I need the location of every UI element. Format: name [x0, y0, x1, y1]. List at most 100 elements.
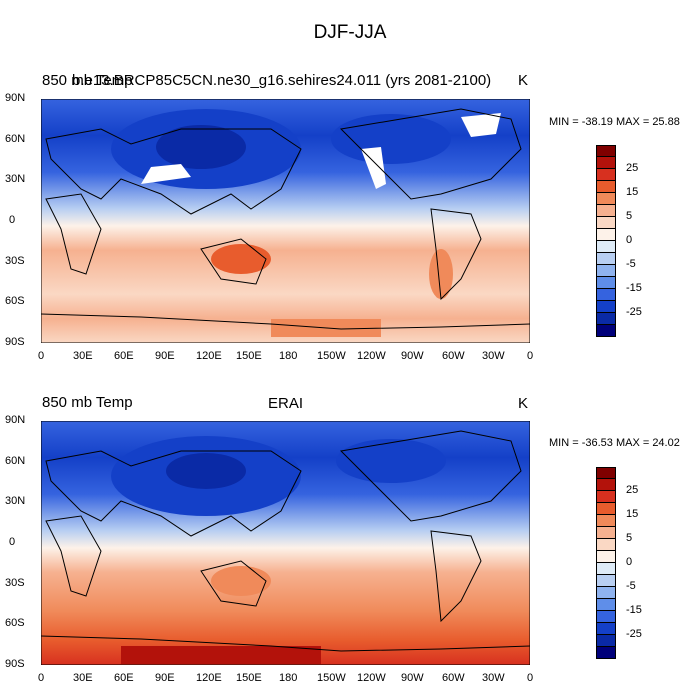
lat-label: 60N [5, 455, 26, 467]
colorbar-swatch [596, 313, 616, 325]
colorbar-swatch [596, 623, 616, 635]
colorbar-swatch [596, 193, 616, 205]
figure-title: DJF-JJA [313, 22, 387, 43]
lat-label: 60N [5, 133, 26, 145]
colorbar-swatch [596, 515, 616, 527]
lon-label: 60W [442, 350, 465, 362]
colorbar-swatch [596, 647, 616, 659]
colorbar-swatch [596, 611, 616, 623]
colorbar-tick-label: 25 [626, 162, 639, 174]
colorbar-swatch [596, 575, 616, 587]
colorbar-tick-label: 5 [626, 532, 633, 544]
lat-label: 0 [9, 536, 16, 548]
lon-label: 90W [401, 672, 424, 684]
min-max-stats: MIN = -36.53 MAX = 24.02 [549, 437, 680, 449]
colorbar-tick-label: 25 [626, 484, 639, 496]
colorbar-swatch [596, 301, 616, 313]
lat-label: 60S [5, 617, 25, 629]
colorbar-swatch [596, 599, 616, 611]
lon-label: 0 [527, 350, 534, 362]
colorbar-swatch [596, 539, 616, 551]
colorbar-tick-label: -5 [626, 258, 636, 270]
units-label: K [518, 72, 529, 89]
colorbar-swatch [596, 491, 616, 503]
panel-center-title: ERAI [268, 395, 304, 412]
lat-label: 90N [5, 414, 26, 426]
panel-left-title: 850 mb Temp [42, 72, 133, 89]
colorbar-swatch [596, 503, 616, 515]
colorbar [596, 145, 616, 337]
lon-label: 60W [442, 672, 465, 684]
lon-label: 0 [38, 672, 45, 684]
temperature-map: 90N 60N 30N 0 30S 60S 90S 0 30E 60E 90E … [5, 92, 533, 362]
lon-label: 90E [155, 672, 175, 684]
lat-label: 30N [5, 173, 26, 185]
colorbar-tick-label: -25 [626, 628, 642, 640]
lat-label: 90S [5, 336, 25, 348]
lon-label: 150W [317, 350, 346, 362]
lon-label: 120E [196, 350, 222, 362]
panel-left-title: 850 mb Temp [42, 394, 133, 411]
lon-label: 180 [279, 672, 298, 684]
map-svg [41, 99, 530, 343]
lon-label: 30W [482, 350, 505, 362]
lon-label: 30W [482, 672, 505, 684]
colorbar-swatch [596, 217, 616, 229]
colorbar-swatch [596, 289, 616, 301]
lon-label: 90W [401, 350, 424, 362]
lon-label: 120W [357, 350, 386, 362]
colorbar-tick-label: 5 [626, 210, 633, 222]
lon-label: 150E [236, 672, 262, 684]
lon-label: 30E [73, 350, 93, 362]
colorbar-swatch [596, 563, 616, 575]
temperature-map: 90N 60N 30N 0 30S 60S 90S 0 30E 60E 90E … [5, 414, 533, 684]
lon-label: 120W [357, 672, 386, 684]
colorbar-swatch [596, 277, 616, 289]
colorbar-swatch [596, 169, 616, 181]
colorbar-tick-label: -5 [626, 580, 636, 592]
colorbar-tick-label: -25 [626, 306, 642, 318]
colorbar [596, 467, 616, 659]
lat-label: 90S [5, 658, 25, 670]
units-label: K [518, 395, 529, 412]
colorbar-swatch [596, 181, 616, 193]
lat-label: 30N [5, 495, 26, 507]
lat-label: 30S [5, 577, 25, 589]
lon-label: 150E [236, 350, 262, 362]
colorbar-swatch [596, 551, 616, 563]
lon-label: 150W [317, 672, 346, 684]
colorbar-swatch [596, 145, 616, 157]
lon-label: 120E [196, 672, 222, 684]
lat-label: 0 [9, 214, 16, 226]
colorbar-swatch [596, 157, 616, 169]
lat-label: 30S [5, 255, 25, 267]
colorbar-swatch [596, 467, 616, 479]
colorbar-swatch [596, 229, 616, 241]
lon-label: 30E [73, 672, 93, 684]
min-max-stats: MIN = -38.19 MAX = 25.88 [549, 116, 680, 128]
colorbar-tick-label: 0 [626, 556, 633, 568]
colorbar-swatch [596, 205, 616, 217]
lon-label: 0 [527, 672, 534, 684]
lon-label: 90E [155, 350, 175, 362]
colorbar-swatch [596, 325, 616, 337]
colorbar-tick-label: -15 [626, 282, 642, 294]
panel-center-title: b.e13.BRCP85C5CN.ne30_g16.sehires24.011 … [72, 72, 492, 89]
lat-label: 60S [5, 295, 25, 307]
colorbar-tick-label: -15 [626, 604, 642, 616]
lon-label: 60E [114, 672, 134, 684]
lon-label: 180 [279, 350, 298, 362]
colorbar-swatch [596, 635, 616, 647]
colorbar-tick-label: 0 [626, 234, 633, 246]
colorbar-swatch [596, 527, 616, 539]
colorbar-swatch [596, 587, 616, 599]
lon-label: 0 [38, 350, 45, 362]
colorbar-tick-label: 15 [626, 508, 639, 520]
lat-label: 90N [5, 92, 26, 104]
lon-label: 60E [114, 350, 134, 362]
colorbar-swatch [596, 241, 616, 253]
colorbar-tick-label: 15 [626, 186, 639, 198]
map-svg [41, 421, 530, 665]
colorbar-swatch [596, 265, 616, 277]
colorbar-swatch [596, 253, 616, 265]
